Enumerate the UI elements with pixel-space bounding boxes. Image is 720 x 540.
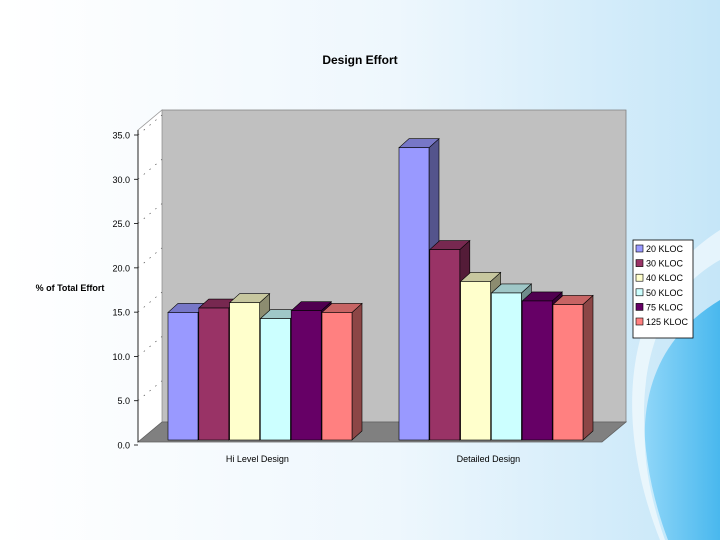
legend-label: 50 KLOC <box>646 288 684 298</box>
x-axis-labels: Hi Level Design Detailed Design <box>226 454 520 464</box>
y-tick-label: 25.0 <box>112 219 130 229</box>
bar-side-face <box>351 302 363 441</box>
depth-gridline <box>137 159 163 180</box>
bar-front-face <box>552 304 584 441</box>
legend-item: 30 KLOC <box>635 259 684 269</box>
legend-item: 50 KLOC <box>635 288 684 298</box>
depth-gridline <box>137 203 163 224</box>
y-tick-label: 35.0 <box>112 131 130 141</box>
legend-swatch <box>635 303 644 311</box>
depth-gridline <box>137 336 163 357</box>
bar-front-face <box>398 147 430 441</box>
legend-label: 20 KLOC <box>646 244 684 254</box>
bar-75-kloc-2 <box>521 291 563 441</box>
legend-label: 40 KLOC <box>646 273 684 283</box>
legend-label: 125 KLOC <box>646 317 689 327</box>
bar-side-face <box>582 294 594 441</box>
legend-swatch <box>635 244 644 253</box>
bar-front-face <box>167 312 199 441</box>
bar-front-face <box>198 307 230 441</box>
bar-front-face <box>290 310 322 441</box>
y-tick-label: 15.0 <box>112 308 130 318</box>
y-tick-label: 5.0 <box>117 396 130 406</box>
bar-125-kloc-2 <box>552 294 594 441</box>
y-tick-label: 30.0 <box>112 175 130 185</box>
bar-front-face <box>460 281 491 441</box>
legend-swatch <box>635 317 644 326</box>
bar-75-kloc-1 <box>290 301 332 441</box>
legend-item: 40 KLOC <box>635 273 684 283</box>
legend: 20 KLOC 30 KLOC 40 KLOC 50 KLOC 75 KLOC 125 K… <box>632 239 694 339</box>
legend-label: 75 KLOC <box>646 302 684 312</box>
legend-swatch <box>635 259 644 267</box>
depth-gridline <box>137 114 163 136</box>
legend-swatch <box>635 288 644 297</box>
bar-front-face <box>521 300 553 441</box>
side-wall <box>137 109 163 443</box>
bar-125-kloc-1 <box>321 302 363 441</box>
legend-item: 125 KLOC <box>635 317 689 327</box>
legend-entries: 20 KLOC 30 KLOC 40 KLOC 50 KLOC 75 KLOC 125 K… <box>635 244 689 327</box>
y-axis-label: % of Total Effort <box>36 283 105 293</box>
bar-series <box>167 138 594 441</box>
y-tick-label: 20.0 <box>112 263 130 273</box>
legend-label: 30 KLOC <box>646 259 684 269</box>
bar-front-face <box>229 302 260 441</box>
depth-gridline <box>137 291 163 313</box>
x-tick-label: Hi Level Design <box>226 454 289 464</box>
x-tick-label: Detailed Design <box>457 454 521 464</box>
y-tick-label: 0.0 <box>117 441 130 451</box>
depth-gridline <box>137 380 163 401</box>
bar-front-face <box>321 312 353 441</box>
depth-gridline <box>137 247 163 269</box>
y-tick-label: 10.0 <box>112 352 130 362</box>
bar-front-face <box>260 318 291 441</box>
chart-title: Design Effort <box>322 53 397 67</box>
bar-front-face <box>491 292 522 441</box>
legend-swatch <box>635 273 644 282</box>
legend-item: 75 KLOC <box>635 302 684 312</box>
y-axis-ticks: 0.0 5.0 10.0 15.0 20.0 25.0 30.0 35.0 <box>112 114 163 451</box>
slide-swoosh <box>644 300 720 540</box>
bar-front-face <box>429 249 461 441</box>
legend-item: 20 KLOC <box>635 244 684 254</box>
